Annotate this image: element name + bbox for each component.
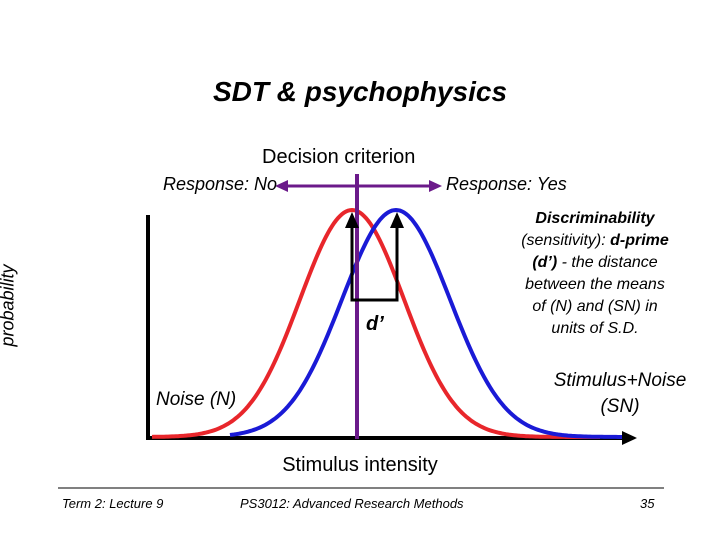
signal-noise-label-line1: Stimulus+Noise	[553, 370, 687, 391]
desc-line6: units of S.D.	[551, 320, 639, 337]
response-arrow-right-head	[429, 180, 442, 192]
signal-noise-label: Stimulus+Noise (SN)	[520, 368, 720, 420]
dprime-arrow-right	[390, 212, 404, 228]
dprime-label: d’	[366, 313, 384, 335]
desc-line3-rest: - the distance	[557, 254, 658, 271]
response-arrow-left-head	[275, 180, 288, 192]
desc-line5: of (N) and (SN) in	[532, 298, 658, 315]
response-no-label: Response: No	[163, 174, 278, 194]
response-yes-label: Response: Yes	[446, 174, 567, 194]
signal-noise-label-line2: (SN)	[600, 396, 640, 417]
signal-noise-distribution-curve	[229, 207, 622, 439]
noise-label: Noise (N)	[156, 389, 237, 410]
desc-line4: between the means	[525, 276, 665, 293]
footer-course: PS3012: Advanced Research Methods	[240, 496, 464, 511]
dprime-bracket	[350, 224, 399, 302]
criterion-label: Decision criterion	[262, 146, 416, 168]
y-axis-label: probability	[0, 264, 18, 347]
dprime-arrow-left	[345, 212, 359, 228]
slide-title: SDT & psychophysics	[212, 76, 508, 107]
x-axis-arrow	[622, 431, 637, 445]
footer-lecture: Term 2: Lecture 9	[62, 496, 164, 511]
discriminability-description: Discriminability (sensitivity): d-prime …	[490, 208, 700, 340]
desc-line2-pre: (sensitivity):	[521, 232, 611, 249]
desc-line2-bold: d-prime	[610, 232, 669, 249]
x-axis-label: Stimulus intensity	[282, 454, 438, 476]
noise-distribution-curve	[151, 207, 600, 439]
desc-line1: Discriminability	[535, 210, 655, 227]
footer-page-number: 35	[640, 496, 655, 511]
desc-line3-bold: (d’)	[532, 254, 558, 271]
